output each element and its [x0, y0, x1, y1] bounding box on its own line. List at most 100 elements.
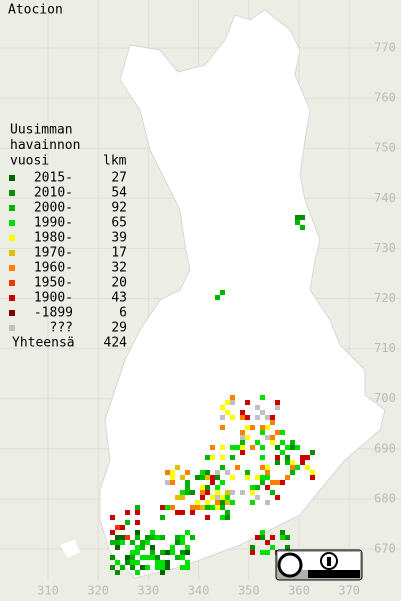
observation-square [200, 495, 205, 500]
observation-square [140, 540, 145, 545]
observation-square [215, 495, 220, 500]
observation-square [275, 460, 280, 465]
observation-square [215, 485, 220, 490]
observation-square [255, 495, 260, 500]
observation-square [220, 495, 225, 500]
observation-square [265, 485, 270, 490]
observation-square [115, 540, 120, 545]
observation-square [150, 555, 155, 560]
observation-square [290, 465, 295, 470]
observation-square [285, 545, 290, 550]
observation-square [185, 545, 190, 550]
observation-square [205, 490, 210, 495]
observation-square [215, 295, 220, 300]
observation-square [225, 500, 230, 505]
legend-label: 1970- [34, 246, 73, 261]
observation-square [240, 430, 245, 435]
observation-square [195, 505, 200, 510]
observation-square [215, 490, 220, 495]
observation-square [125, 535, 130, 540]
observation-square [165, 565, 170, 570]
observation-square [205, 455, 210, 460]
observation-square [270, 435, 275, 440]
observation-square [130, 555, 135, 560]
observation-square [185, 485, 190, 490]
observation-square [115, 545, 120, 550]
observation-square [200, 505, 205, 510]
observation-square [225, 515, 230, 520]
legend-label: 2010- [34, 186, 73, 201]
observation-squares [110, 215, 315, 575]
legend-swatch [9, 265, 15, 271]
observation-square [180, 510, 185, 515]
legend-heading: havainnon [10, 138, 80, 153]
observation-square [135, 570, 140, 575]
observation-square [220, 290, 225, 295]
observation-square [265, 465, 270, 470]
observation-square [140, 545, 145, 550]
observation-square [170, 545, 175, 550]
observation-square [300, 225, 305, 230]
observation-square [300, 460, 305, 465]
observation-square [245, 415, 250, 420]
legend-count-heading: lkm [103, 154, 127, 169]
observation-square [195, 475, 200, 480]
observation-square [150, 545, 155, 550]
observation-square [240, 440, 245, 445]
observation-square [185, 490, 190, 495]
observation-square [260, 465, 265, 470]
observation-square [245, 475, 250, 480]
observation-square [250, 550, 255, 555]
observation-square [155, 555, 160, 560]
observation-square [210, 455, 215, 460]
observation-square [260, 550, 265, 555]
legend-label: -1899 [34, 306, 73, 321]
aland [60, 540, 80, 558]
legend-count: 17 [111, 246, 127, 261]
observation-square [135, 535, 140, 540]
observation-square [250, 445, 255, 450]
y-label: 760 [374, 91, 396, 105]
observation-square [170, 550, 175, 555]
observation-square [275, 495, 280, 500]
observation-square [275, 430, 280, 435]
observation-square [310, 475, 315, 480]
legend-total: 424 [104, 336, 128, 351]
x-label: 310 [37, 584, 59, 598]
legend-label: 2015- [34, 171, 73, 186]
observation-square [190, 510, 195, 515]
observation-square [160, 550, 165, 555]
observation-square [205, 475, 210, 480]
observation-square [285, 455, 290, 460]
observation-square [290, 445, 295, 450]
observation-square [205, 485, 210, 490]
observation-square [180, 495, 185, 500]
observation-square [255, 535, 260, 540]
legend-swatch [9, 250, 15, 256]
observation-square [190, 490, 195, 495]
observation-square [280, 450, 285, 455]
observation-square [260, 410, 265, 415]
observation-square [210, 505, 215, 510]
observation-square [265, 475, 270, 480]
observation-square [160, 560, 165, 565]
observation-square [130, 540, 135, 545]
observation-square [250, 485, 255, 490]
observation-square [220, 505, 225, 510]
observation-square [175, 495, 180, 500]
observation-square [280, 440, 285, 445]
observation-square [295, 465, 300, 470]
observation-square [305, 465, 310, 470]
observation-square [220, 515, 225, 520]
observation-square [265, 550, 270, 555]
observation-square [215, 470, 220, 475]
observation-square [215, 500, 220, 505]
observation-square [170, 480, 175, 485]
observation-square [275, 405, 280, 410]
observation-square [175, 465, 180, 470]
observation-square [245, 435, 250, 440]
observation-square [275, 480, 280, 485]
y-label: 670 [374, 542, 396, 556]
observation-square [295, 445, 300, 450]
